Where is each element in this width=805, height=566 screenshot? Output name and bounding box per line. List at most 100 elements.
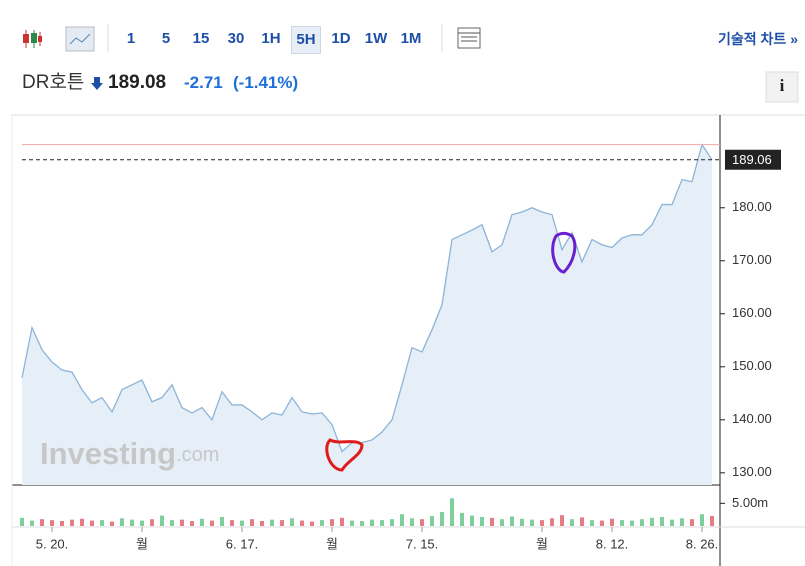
- x-tick-label: 6. 17.: [226, 536, 259, 551]
- volume-bar: [40, 519, 44, 526]
- volume-bar: [480, 516, 484, 526]
- volume-bar: [350, 520, 354, 526]
- volume-bar: [600, 520, 604, 526]
- volume-bar: [250, 519, 254, 526]
- volume-bar: [90, 520, 94, 526]
- price-line: [21, 143, 713, 453]
- interval-button[interactable]: 5H: [291, 26, 321, 54]
- interval-button[interactable]: 1H: [261, 30, 281, 47]
- down-arrow: [91, 77, 103, 90]
- volume-bar: [630, 520, 634, 526]
- x-tick-label: 8. 26.: [686, 536, 719, 551]
- volume-bar: [690, 519, 694, 526]
- volume-bar: [140, 520, 144, 526]
- volume-bar: [70, 519, 74, 526]
- interval-button[interactable]: 5: [161, 30, 171, 47]
- volume-bar: [390, 519, 394, 526]
- last-value-label: 189.06: [732, 152, 772, 167]
- volume-tick-label: 5.00m: [732, 495, 768, 510]
- y-tick-label: 130.00: [732, 464, 772, 479]
- annotation-circle: [325, 438, 364, 472]
- volume-bar: [570, 519, 574, 526]
- volume-bar: [670, 519, 674, 526]
- volume-bar: [240, 520, 244, 526]
- volume-bar: [170, 520, 174, 526]
- volume-bar: [260, 521, 264, 526]
- volume-bar: [320, 520, 324, 526]
- instrument-name: DR호튼: [22, 72, 85, 93]
- interval-button[interactable]: 1D: [331, 30, 351, 47]
- volume-bar: [520, 518, 524, 526]
- technical-chart-link[interactable]: 기술적 차트 »: [718, 31, 798, 47]
- volume-bar: [440, 511, 444, 526]
- interval-button[interactable]: 1: [126, 30, 136, 47]
- volume-bar: [400, 514, 404, 526]
- volume-bar: [650, 517, 654, 526]
- volume-bar: [80, 518, 84, 526]
- volume-bar: [270, 519, 274, 526]
- volume-bar: [310, 521, 314, 526]
- change: -2.71: [184, 73, 223, 92]
- volume-bar: [220, 516, 224, 526]
- change-pct: (-1.41%): [233, 73, 299, 92]
- volume-bar: [490, 517, 494, 526]
- volume-bar: [370, 519, 374, 526]
- watermark-suffix: .com: [176, 444, 219, 466]
- volume-bar: [510, 516, 514, 526]
- volume-bar: [120, 518, 124, 526]
- price: 189.08: [108, 72, 167, 93]
- volume-bar: [450, 498, 454, 526]
- volume-bar: [280, 520, 284, 526]
- volume-bar: [360, 521, 364, 526]
- y-tick-label: 170.00: [732, 252, 772, 267]
- interval-button[interactable]: 15: [192, 30, 210, 47]
- volume-bar: [50, 520, 54, 526]
- volume-bar: [340, 517, 344, 526]
- x-tick-label: 월: [326, 536, 338, 551]
- area-fill: [22, 144, 712, 485]
- volume-bar: [470, 515, 474, 526]
- volume-bar: [590, 520, 594, 526]
- interval-button[interactable]: 1M: [400, 30, 422, 47]
- volume-bar: [460, 512, 464, 526]
- volume-bar: [150, 519, 154, 526]
- watermark-brand: Investing: [40, 436, 176, 471]
- volume-bar: [30, 520, 34, 526]
- x-tick-label: 월: [536, 536, 548, 551]
- volume-bar: [130, 519, 134, 526]
- volume-bar: [180, 519, 184, 526]
- y-tick-label: 160.00: [732, 305, 772, 320]
- volume-bar: [110, 521, 114, 526]
- volume-bar: [230, 520, 234, 526]
- volume-bar: [20, 517, 24, 526]
- volume-bar: [540, 520, 544, 526]
- volume-bar: [640, 519, 644, 526]
- volume-bar: [200, 518, 204, 526]
- volume-bar: [560, 515, 564, 526]
- volume-bar: [500, 519, 504, 526]
- volume-bar: [620, 520, 624, 526]
- x-tick-label: 8. 12.: [596, 536, 629, 551]
- volume-bar: [210, 520, 214, 526]
- volume-bar: [680, 518, 684, 526]
- interval-button[interactable]: 30: [227, 30, 245, 47]
- x-tick-label: 5. 20.: [36, 536, 69, 551]
- last-value-box: [725, 149, 781, 170]
- volume-bar: [420, 519, 424, 526]
- plot: 130.00 140.00 150.00 160.00 170.00 180.00 189.…: [20, 143, 781, 551]
- volume-bar: [60, 521, 64, 526]
- volume-bar: [430, 516, 434, 526]
- volume-bar: [290, 518, 294, 526]
- interval-button[interactable]: 1W: [364, 30, 388, 47]
- volume-bar: [550, 518, 554, 526]
- volume-bar: [160, 515, 164, 526]
- volume-bar: [300, 520, 304, 526]
- volume-bar: [610, 518, 614, 526]
- x-tick-label: 월: [136, 536, 148, 551]
- volume-bar: [380, 520, 384, 526]
- info-button[interactable]: i: [780, 76, 785, 95]
- volume-bar: [660, 516, 664, 526]
- volume-bar: [190, 521, 194, 526]
